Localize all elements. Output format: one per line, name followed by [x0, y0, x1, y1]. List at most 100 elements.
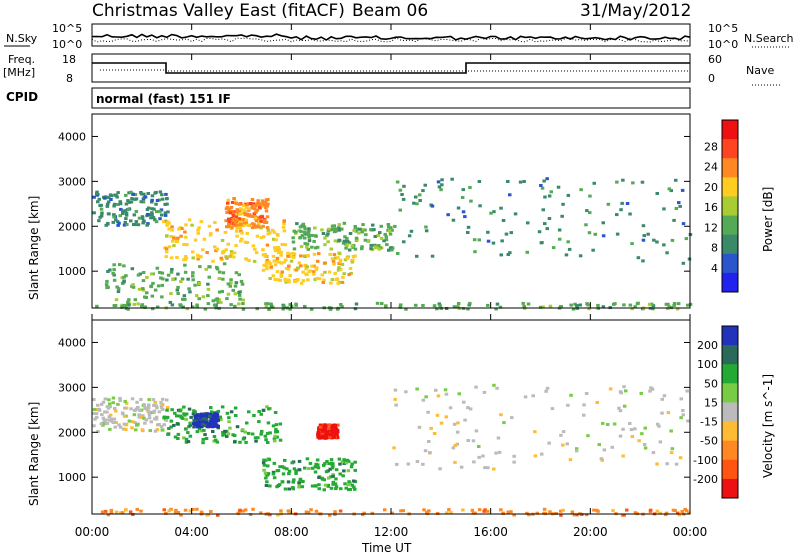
data-cell-5-73	[621, 178, 625, 182]
data-cell-1-33	[266, 228, 271, 232]
colorbar-swatch	[722, 177, 738, 197]
data-cell-5-1	[630, 242, 634, 246]
colorbar-swatch	[722, 402, 738, 423]
data-cell-0-73	[124, 217, 128, 221]
data-cell-3-114	[330, 461, 334, 465]
data-cell-0-134	[143, 195, 148, 199]
data-cell-5-35	[455, 442, 460, 446]
data-cell-5-72	[474, 429, 479, 433]
data-cell-5-46	[679, 397, 683, 401]
data-cell-1-100	[245, 241, 250, 244]
data-cell-6-22	[160, 283, 165, 287]
data-cell-5-116	[605, 423, 610, 426]
data-cell-3-77	[305, 457, 310, 461]
data-cell-3-80	[312, 264, 316, 268]
data-cell-0-125	[146, 206, 151, 210]
data-cell-0-90	[105, 422, 110, 425]
data-cell-0-131	[123, 221, 127, 224]
data-cell-5-44	[561, 443, 565, 447]
data-cell-6-75	[169, 270, 174, 274]
data-cell-1-76	[199, 429, 203, 433]
data-cell-1-1	[282, 222, 286, 226]
data-cell-5-91	[395, 180, 400, 184]
data-cell-1-132	[253, 247, 257, 251]
power-data	[92, 177, 693, 311]
data-cell-4-112	[325, 430, 330, 434]
data-cell-5-17	[541, 208, 545, 212]
data-cell-2-94	[257, 206, 262, 210]
data-cell-3-131	[291, 255, 296, 259]
data-cell-6-113	[234, 271, 239, 275]
data-cell-1-42	[241, 428, 245, 432]
data-cell-6-79	[130, 284, 134, 288]
x-tick-label: 04:00	[174, 525, 209, 539]
data-cell-0-16	[95, 190, 99, 194]
data-cell-6-103	[286, 509, 291, 513]
data-cell-5-67	[499, 253, 503, 257]
data-cell-4-92	[318, 429, 322, 433]
data-cell-4-96	[379, 236, 384, 240]
data-cell-2-44	[250, 204, 254, 208]
data-cell-1-78	[184, 427, 188, 431]
data-cell-4-111	[295, 222, 299, 226]
data-cell-3-12	[297, 483, 302, 487]
data-cell-2-119	[194, 421, 199, 425]
data-cell-3-32	[276, 251, 281, 255]
data-cell-1-57	[257, 410, 261, 413]
data-cell-5-128	[587, 231, 592, 235]
data-cell-5-42	[418, 199, 422, 202]
data-cell-0-12	[134, 220, 139, 224]
x-tick-label: 16:00	[473, 525, 508, 539]
data-cell-3-103	[287, 264, 291, 268]
data-cell-5-45	[437, 185, 442, 189]
data-cell-1-10	[271, 228, 275, 232]
data-cell-5-7	[561, 430, 566, 434]
data-cell-5-123	[394, 403, 398, 407]
data-cell-3-47	[271, 472, 276, 476]
data-cell-7-24	[456, 305, 460, 309]
data-cell-1-110	[219, 256, 223, 260]
data-cell-7-113	[185, 307, 189, 311]
data-cell-0-132	[151, 398, 156, 402]
data-cell-1-46	[271, 424, 276, 428]
data-cell-4-133	[301, 222, 306, 226]
data-cell-1-49	[241, 224, 245, 227]
data-cell-4-28	[310, 245, 314, 249]
data-cell-1-19	[193, 238, 198, 242]
data-cell-1-44	[189, 415, 193, 419]
data-cell-5-54	[578, 254, 583, 258]
data-cell-5-79	[680, 188, 685, 192]
data-cell-3-129	[344, 461, 349, 465]
data-cell-0-46	[165, 398, 169, 402]
data-cell-5-106	[591, 248, 595, 252]
data-cell-4-56	[291, 236, 295, 240]
data-cell-4-17	[340, 227, 344, 231]
data-cell-0-84	[134, 197, 139, 201]
data-cell-6-3	[195, 294, 199, 298]
data-cell-0-77	[123, 399, 127, 403]
data-cell-2-69	[209, 414, 214, 418]
cpid-label: CPID	[6, 90, 38, 104]
data-cell-3-74	[302, 254, 307, 258]
colorbar-swatch	[722, 120, 738, 140]
data-cell-0-46	[106, 200, 111, 204]
data-cell-1-37	[272, 237, 276, 241]
data-cell-5-118	[641, 238, 646, 242]
data-cell-0-49	[112, 213, 116, 217]
data-cell-5-102	[593, 232, 597, 236]
data-cell-7-88	[264, 305, 269, 309]
colorbar-tick-label: 20	[704, 181, 718, 194]
data-cell-5-62	[641, 224, 646, 228]
colorbar-frame	[721, 325, 739, 499]
data-cell-6-5	[217, 290, 222, 294]
data-cell-3-79	[271, 274, 276, 278]
data-cell-4-71	[336, 423, 340, 427]
data-cell-3-117	[297, 468, 301, 472]
data-cell-5-13	[646, 232, 650, 236]
data-cell-3-29	[331, 259, 336, 263]
data-cell-6-92	[111, 271, 115, 275]
data-cell-6-60	[362, 511, 366, 515]
data-cell-4-1	[353, 247, 358, 251]
data-cell-0-65	[133, 193, 138, 197]
data-cell-2-69	[257, 222, 261, 226]
